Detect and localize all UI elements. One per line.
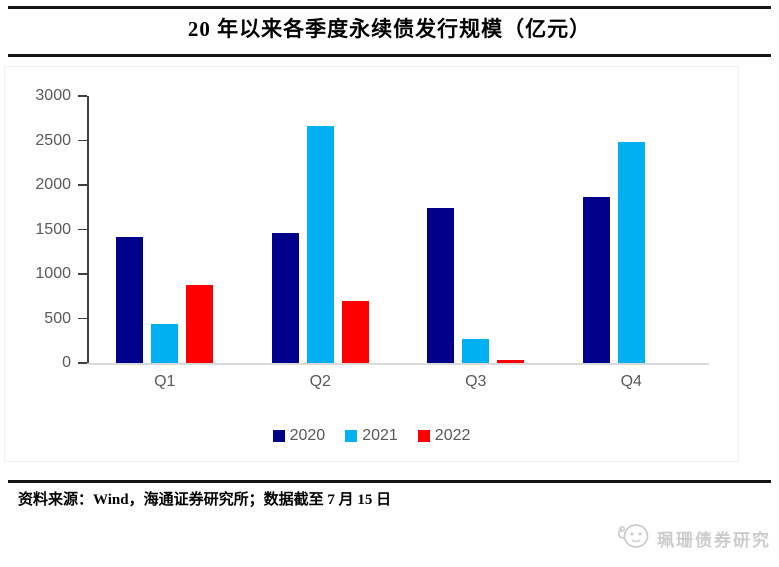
legend-item-2020: 2020 (272, 427, 326, 445)
x-axis-category-label: Q2 (309, 373, 331, 390)
legend-item-2022: 2022 (417, 427, 471, 445)
legend-swatch-icon (272, 430, 285, 442)
watermark: 珮珊债券研究 (616, 521, 771, 556)
y-axis-tick-label: 2000 (35, 176, 71, 193)
bar-2020-Q1 (116, 236, 144, 363)
chart-box: 0 500 1000 1500 2000 2500 3000 Q1 Q2 Q3 Q4 2020 202… (4, 66, 739, 462)
bottom-rule (8, 480, 771, 483)
top-rule (8, 6, 771, 9)
plot-area: 0 500 1000 1500 2000 2500 3000 Q1 Q2 Q3 Q4 (5, 67, 738, 461)
y-axis-tick-label: 2500 (35, 131, 71, 149)
y-axis-tick-mark (78, 184, 87, 186)
y-axis-tick-label: 500 (44, 309, 71, 327)
mid-rule (8, 54, 771, 57)
bar-2021-Q2 (306, 126, 334, 363)
legend: 2020 2021 2022 (5, 427, 738, 445)
bar-2021-Q4 (617, 142, 645, 363)
legend-label: 2020 (289, 427, 326, 444)
y-axis-tick-label: 1500 (35, 220, 71, 238)
x-axis-category-label: Q4 (620, 373, 642, 390)
x-axis-baseline (87, 363, 709, 365)
watermark-face-icon (616, 521, 652, 556)
bar-2021-Q3 (462, 338, 490, 363)
bar-2020-Q2 (271, 233, 299, 363)
y-axis-line (87, 96, 89, 364)
bar-2022-Q1 (186, 284, 214, 363)
y-axis-tick-mark (78, 273, 87, 275)
legend-swatch-icon (417, 430, 430, 442)
bar-2020-Q4 (582, 196, 610, 363)
y-axis-tick-mark (78, 317, 87, 320)
bar-2022-Q2 (341, 300, 369, 363)
y-axis-tick-label: 3000 (35, 87, 71, 104)
y-axis-tick-mark (78, 95, 87, 97)
legend-swatch-icon (345, 430, 358, 442)
y-axis-tick-mark (78, 362, 87, 364)
y-axis-tick-mark (78, 228, 87, 231)
source-note: 资料来源：Wind，海通证券研究所；数据截至 7 月 15 日 (18, 492, 392, 508)
watermark-label: 珮珊债券研究 (657, 531, 771, 550)
legend-label: 2022 (434, 427, 471, 444)
y-axis-tick-mark (78, 139, 87, 142)
bar-2021-Q1 (151, 323, 179, 363)
bar-2020-Q3 (427, 208, 455, 363)
y-axis-tick-label: 1000 (35, 265, 71, 282)
x-axis-category-label: Q1 (154, 373, 176, 390)
bar-2022-Q3 (497, 360, 525, 363)
legend-label: 2021 (362, 427, 398, 444)
page-title: 20 年以来各季度永续债发行规模（亿元） (187, 17, 592, 41)
x-axis-category-label: Q3 (465, 373, 487, 390)
legend-item-2021: 2021 (345, 427, 398, 445)
y-axis-tick-label: 0 (62, 354, 71, 371)
